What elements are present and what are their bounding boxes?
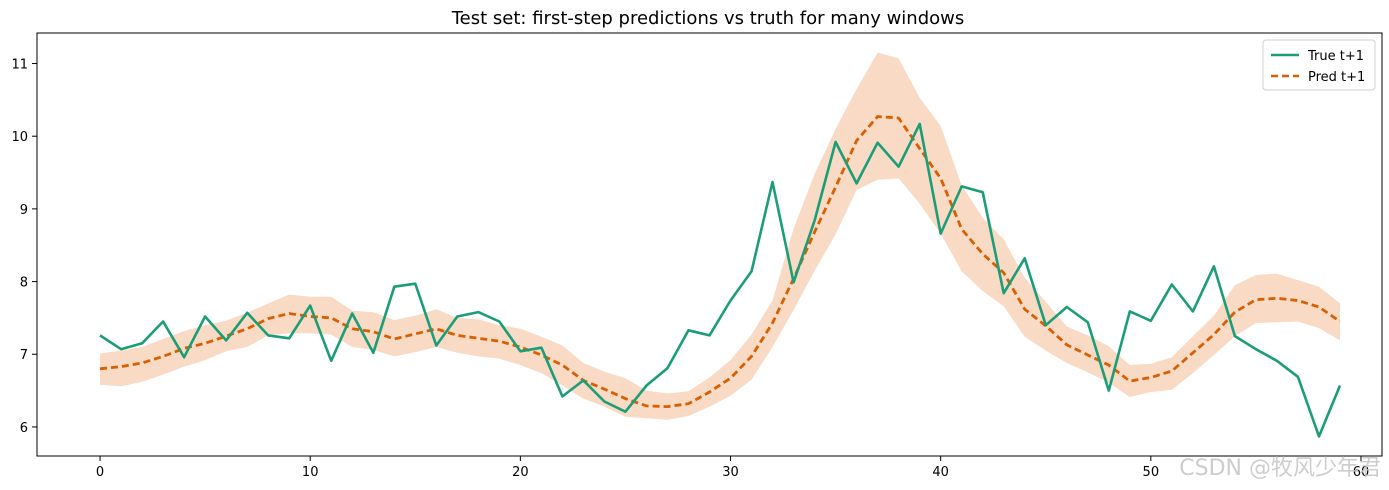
y-tick-label-10: 10 [11, 130, 28, 145]
watermark: CSDN @牧风少年君 [1179, 456, 1381, 481]
y-tick-label-9: 9 [20, 203, 28, 218]
plot-area [99, 52, 1342, 438]
x-tick-label-40: 40 [932, 465, 949, 480]
x-tick-label-10: 10 [302, 465, 319, 480]
y-tick-label-8: 8 [20, 276, 28, 291]
x-tick-label-60: 60 [1353, 465, 1370, 480]
y-tick-label-7: 7 [20, 348, 28, 363]
y-axis: 6 7 8 9 10 11 [11, 58, 37, 436]
x-tick-label-30: 30 [722, 465, 739, 480]
chart-title: Test set: first-step predictions vs trut… [451, 8, 965, 29]
legend-box [1262, 39, 1376, 91]
legend-label-pred: Pred t+1 [1308, 70, 1365, 85]
axes-frame [36, 32, 1383, 457]
prediction-band [100, 52, 1340, 420]
true-series-line [99, 122, 1342, 438]
x-axis: 0 10 20 30 40 50 60 [96, 456, 1369, 480]
y-tick-label-6: 6 [20, 421, 28, 436]
x-tick-label-20: 20 [512, 465, 529, 480]
x-tick-label-0: 0 [96, 465, 104, 480]
legend: True t+1 Pred t+1 [1262, 39, 1376, 91]
y-tick-label-11: 11 [11, 58, 28, 73]
legend-label-true: True t+1 [1307, 49, 1364, 64]
pred-series-line [99, 115, 1341, 409]
x-tick-label-50: 50 [1143, 465, 1160, 480]
